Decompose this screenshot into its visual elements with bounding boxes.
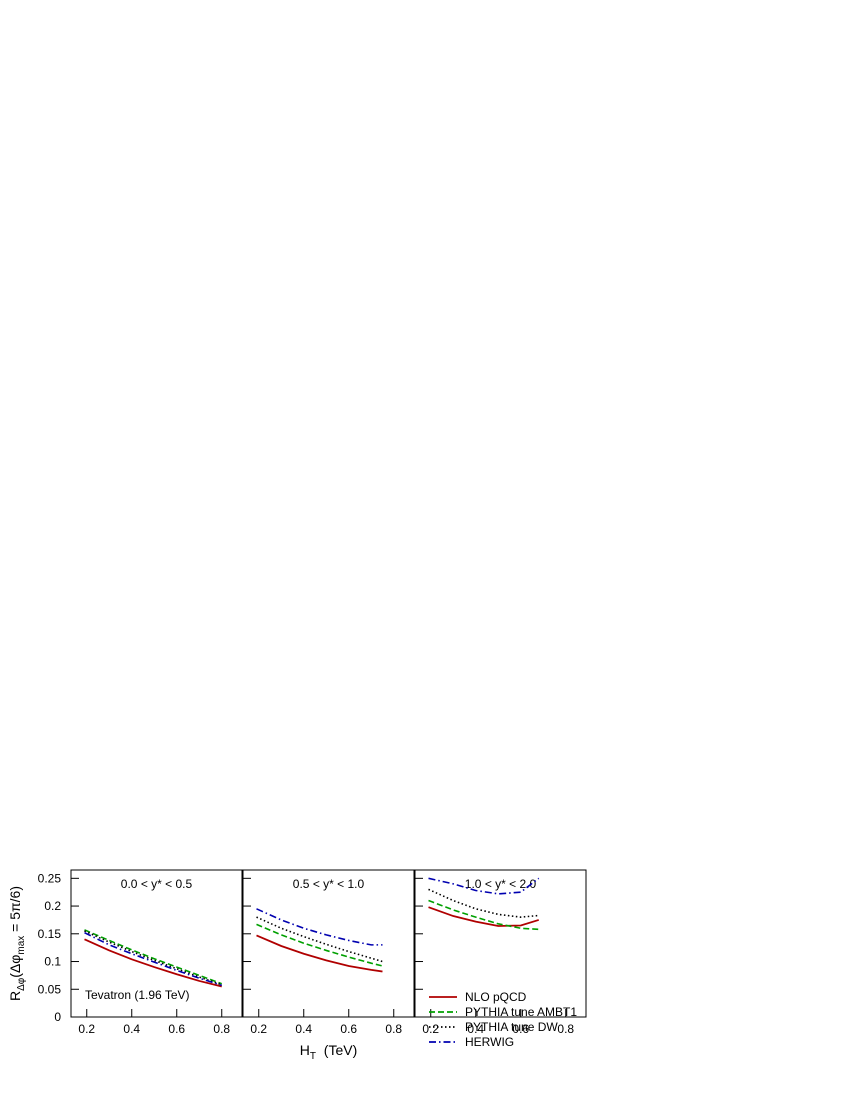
y-axis-label-part: max bbox=[16, 936, 27, 955]
series-line bbox=[256, 934, 383, 973]
legend-label: PYTHIA tune AMBT1 bbox=[465, 1005, 577, 1019]
y-tick-label: 0.1 bbox=[44, 955, 61, 969]
y-tick-label: 0.05 bbox=[38, 982, 62, 996]
panel-title: 0.5 < y* < 1.0 bbox=[293, 877, 365, 891]
x-axis-label-part: H bbox=[300, 1042, 310, 1058]
x-tick-label: 0.6 bbox=[340, 1022, 357, 1036]
legend-label: NLO pQCD bbox=[465, 990, 527, 1004]
x-tick-label: 0.4 bbox=[123, 1022, 140, 1036]
series-line bbox=[428, 877, 540, 895]
y-tick-label: 0.25 bbox=[38, 871, 62, 885]
y-axis-label-part: Δφ bbox=[16, 977, 27, 991]
y-tick-label: 0.2 bbox=[44, 899, 61, 913]
panel-frame bbox=[414, 869, 587, 1018]
x-tick-label: 0.2 bbox=[422, 1022, 439, 1036]
x-tick-label: 0.8 bbox=[385, 1022, 402, 1036]
series-line bbox=[256, 908, 383, 946]
panel-title: 0.0 < y* < 0.5 bbox=[121, 877, 193, 891]
y-axis-label-part: (Δφ bbox=[7, 955, 23, 978]
annotation: Tevatron (1.96 TeV) bbox=[85, 988, 190, 1002]
x-axis-label-part: T bbox=[310, 1051, 316, 1062]
x-tick-label: 0.4 bbox=[467, 1022, 484, 1036]
x-tick-label: 0.8 bbox=[213, 1022, 230, 1036]
panel-frame bbox=[70, 869, 243, 1018]
x-axis-label: HT (TeV) bbox=[300, 1042, 357, 1062]
series-line bbox=[428, 899, 539, 931]
series-line bbox=[84, 929, 223, 985]
x-axis-label-part: (TeV) bbox=[316, 1042, 357, 1058]
x-tick-label: 0.6 bbox=[512, 1022, 529, 1036]
series-line bbox=[256, 923, 383, 967]
series-line bbox=[428, 906, 540, 927]
y-axis-label-part: R bbox=[7, 991, 23, 1001]
series-line bbox=[84, 931, 222, 987]
panel-frame bbox=[242, 869, 415, 1018]
legend-label: HERWIG bbox=[465, 1035, 514, 1049]
x-tick-label: 0.4 bbox=[295, 1022, 312, 1036]
series-line bbox=[84, 938, 222, 988]
y-tick-label: 0.15 bbox=[38, 927, 62, 941]
panel-title: 1.0 < y* < 2.0 bbox=[465, 877, 537, 891]
series-line bbox=[256, 916, 383, 963]
x-tick-label: 0.2 bbox=[250, 1022, 267, 1036]
x-tick-label: 0.8 bbox=[557, 1022, 574, 1036]
y-axis-label: RΔφ(Δφmax = 5π/6) bbox=[7, 886, 27, 1001]
x-tick-label: 0.6 bbox=[168, 1022, 185, 1036]
y-axis-label-part: = 5π/6) bbox=[7, 886, 23, 936]
y-tick-label: 0 bbox=[54, 1010, 61, 1024]
x-tick-label: 0.2 bbox=[78, 1022, 95, 1036]
legend-label: PYTHIA tune DW bbox=[465, 1020, 558, 1034]
